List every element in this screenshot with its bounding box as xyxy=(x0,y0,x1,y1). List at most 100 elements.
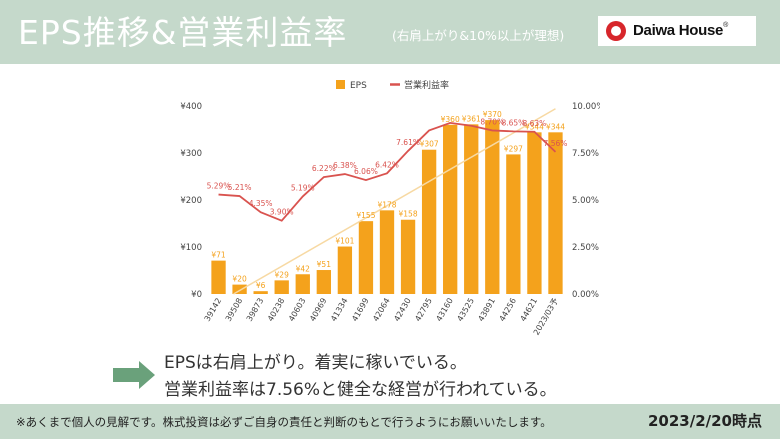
eps-data-label: ¥101 xyxy=(335,237,354,246)
eps-bar xyxy=(316,270,331,294)
margin-data-label: 8.70% xyxy=(480,117,504,126)
eps-bar xyxy=(506,154,521,294)
x-axis-tick: 43525 xyxy=(455,297,476,324)
eps-data-label: ¥360 xyxy=(441,115,460,124)
x-axis-tick: 41334 xyxy=(329,297,350,324)
right-axis-tick: 0.00% xyxy=(572,290,599,300)
eps-bar xyxy=(421,149,437,294)
x-axis-tick: 43891 xyxy=(477,297,498,324)
right-axis-tick: 7.50% xyxy=(572,149,599,159)
eps-bar xyxy=(232,284,247,294)
eps-data-label: ¥20 xyxy=(232,275,247,284)
margin-data-label: 5.21% xyxy=(228,183,252,192)
left-axis-tick: ¥0 xyxy=(191,290,202,300)
margin-data-label: 5.19% xyxy=(291,183,315,192)
x-axis-tick: 40238 xyxy=(266,297,287,324)
margin-data-label: 8.63% xyxy=(522,119,546,128)
footer-bar: ※あくまで個人の見解です。株式投資は必ずご自身の責任と判断のもとで行うようにお願… xyxy=(0,404,780,439)
right-axis-tick: 10.00% xyxy=(572,102,600,112)
x-axis-tick: 40603 xyxy=(287,297,308,324)
x-axis-tick: 42064 xyxy=(371,297,392,324)
eps-bar xyxy=(485,120,500,294)
eps-data-label: ¥307 xyxy=(420,140,439,149)
eps-bar xyxy=(464,124,479,294)
eps-data-label: ¥178 xyxy=(377,200,396,209)
message-line-2: 営業利益率は7.56%と健全な経営が行われている。 xyxy=(164,380,557,400)
left-axis-tick: ¥200 xyxy=(180,196,202,206)
margin-data-label: 4.35% xyxy=(249,199,273,208)
x-axis-labels: 39142 39508 39873 40238 40603 40969 41334 41699… xyxy=(203,297,560,337)
margin-data-label: 6.38% xyxy=(333,161,357,170)
eps-bar xyxy=(274,280,289,294)
left-axis-tick: ¥300 xyxy=(180,149,202,159)
eps-margin-chart: EPS 営業利益率 ¥0 ¥100 ¥200 ¥300 ¥400 0.00% 2.50% 5… xyxy=(168,68,604,344)
margin-data-labels: 5.29%5.21% 4.35%3.90% 5.19% 6.22%6.38%6.06%… xyxy=(207,117,568,216)
message-line-1: EPSは右肩上がり。着実に稼いでいる。 xyxy=(164,353,467,373)
x-axis-tick: 39142 xyxy=(203,297,224,324)
eps-data-label: ¥158 xyxy=(399,210,418,219)
x-axis-tick: 43160 xyxy=(434,297,455,324)
margin-data-label: 7.56% xyxy=(544,139,568,148)
eps-bar xyxy=(400,219,416,294)
company-logo: Daiwa House® xyxy=(598,16,756,46)
eps-data-label: ¥51 xyxy=(317,260,332,269)
eps-data-label: ¥361 xyxy=(462,114,481,123)
x-axis-tick: 39873 xyxy=(245,297,266,324)
eps-data-label: ¥297 xyxy=(504,144,523,153)
margin-data-label: 6.42% xyxy=(375,160,399,169)
eps-data-label: ¥370 xyxy=(483,110,502,119)
legend-margin-label: 営業利益率 xyxy=(404,79,449,91)
legend-eps-swatch xyxy=(336,80,345,89)
eps-data-label: ¥155 xyxy=(356,211,375,220)
logo-registered-mark: ® xyxy=(723,22,728,29)
x-axis-tick: 39508 xyxy=(224,297,245,324)
eps-data-label: ¥42 xyxy=(296,264,311,273)
eps-data-label: ¥6 xyxy=(256,281,266,290)
eps-bar xyxy=(527,132,542,294)
right-axis-tick: 5.00% xyxy=(572,196,599,206)
eps-bar xyxy=(379,210,395,294)
right-arrow-icon xyxy=(113,361,155,389)
legend: EPS 営業利益率 xyxy=(336,79,449,91)
left-axis-tick: ¥400 xyxy=(180,102,202,112)
x-axis-tick: 41699 xyxy=(350,297,371,324)
eps-trendline xyxy=(233,108,556,295)
x-axis-tick: 40969 xyxy=(308,297,329,324)
margin-line xyxy=(218,121,557,222)
margin-data-label: 7.61% xyxy=(396,138,420,147)
x-axis-tick: 44621 xyxy=(519,297,540,324)
x-axis-tick: 42795 xyxy=(413,297,434,324)
eps-bar xyxy=(358,221,374,294)
chart-svg: EPS 営業利益率 ¥0 ¥100 ¥200 ¥300 ¥400 0.00% 2.50% 5… xyxy=(180,79,604,337)
x-axis-tick: 42430 xyxy=(392,297,413,324)
eps-bar xyxy=(443,124,458,294)
x-axis-tick: 44256 xyxy=(498,297,519,324)
margin-data-label: 3.90% xyxy=(270,208,294,217)
margin-data-label: 6.22% xyxy=(312,164,336,173)
eps-data-label: ¥71 xyxy=(211,251,226,260)
page-subtitle: (右肩上がり&10%以上が理想) xyxy=(392,28,565,43)
eps-bar xyxy=(211,260,226,294)
eps-data-label: ¥29 xyxy=(275,270,290,279)
trendline xyxy=(233,108,556,295)
disclaimer-text: ※あくまで個人の見解です。株式投資は必ずご自身の責任と判断のもとで行うようにお願… xyxy=(16,415,552,429)
eps-bar xyxy=(253,291,268,294)
eps-data-labels: ¥71 ¥20 ¥6 ¥29 ¥42 ¥51 ¥101 ¥155¥178¥158 ¥307 ¥36… xyxy=(211,110,565,290)
eps-bar xyxy=(295,274,310,294)
eps-data-label: ¥344 xyxy=(546,122,565,131)
left-axis-tick: ¥100 xyxy=(180,243,202,253)
right-axis: 0.00% 2.50% 5.00% 7.50% 10.00% xyxy=(572,102,604,300)
eps-bar xyxy=(337,246,353,294)
left-axis: ¥0 ¥100 ¥200 ¥300 ¥400 xyxy=(180,102,202,300)
logo-text: Daiwa House xyxy=(633,22,724,39)
legend-eps-label: EPS xyxy=(350,81,367,91)
daiwa-logo-icon xyxy=(606,21,626,41)
eps-bars xyxy=(211,120,563,294)
margin-data-label: 8.65% xyxy=(501,118,525,127)
margin-data-label: 5.29% xyxy=(207,182,231,191)
margin-data-label: 6.06% xyxy=(354,167,378,176)
eps-bar xyxy=(548,132,563,294)
as-of-date: 2023/2/20時点 xyxy=(647,412,762,430)
header-bar: EPS推移&営業利益率 (右肩上がり&10%以上が理想) Daiwa House… xyxy=(0,0,780,64)
right-axis-tick: 2.50% xyxy=(572,243,599,253)
